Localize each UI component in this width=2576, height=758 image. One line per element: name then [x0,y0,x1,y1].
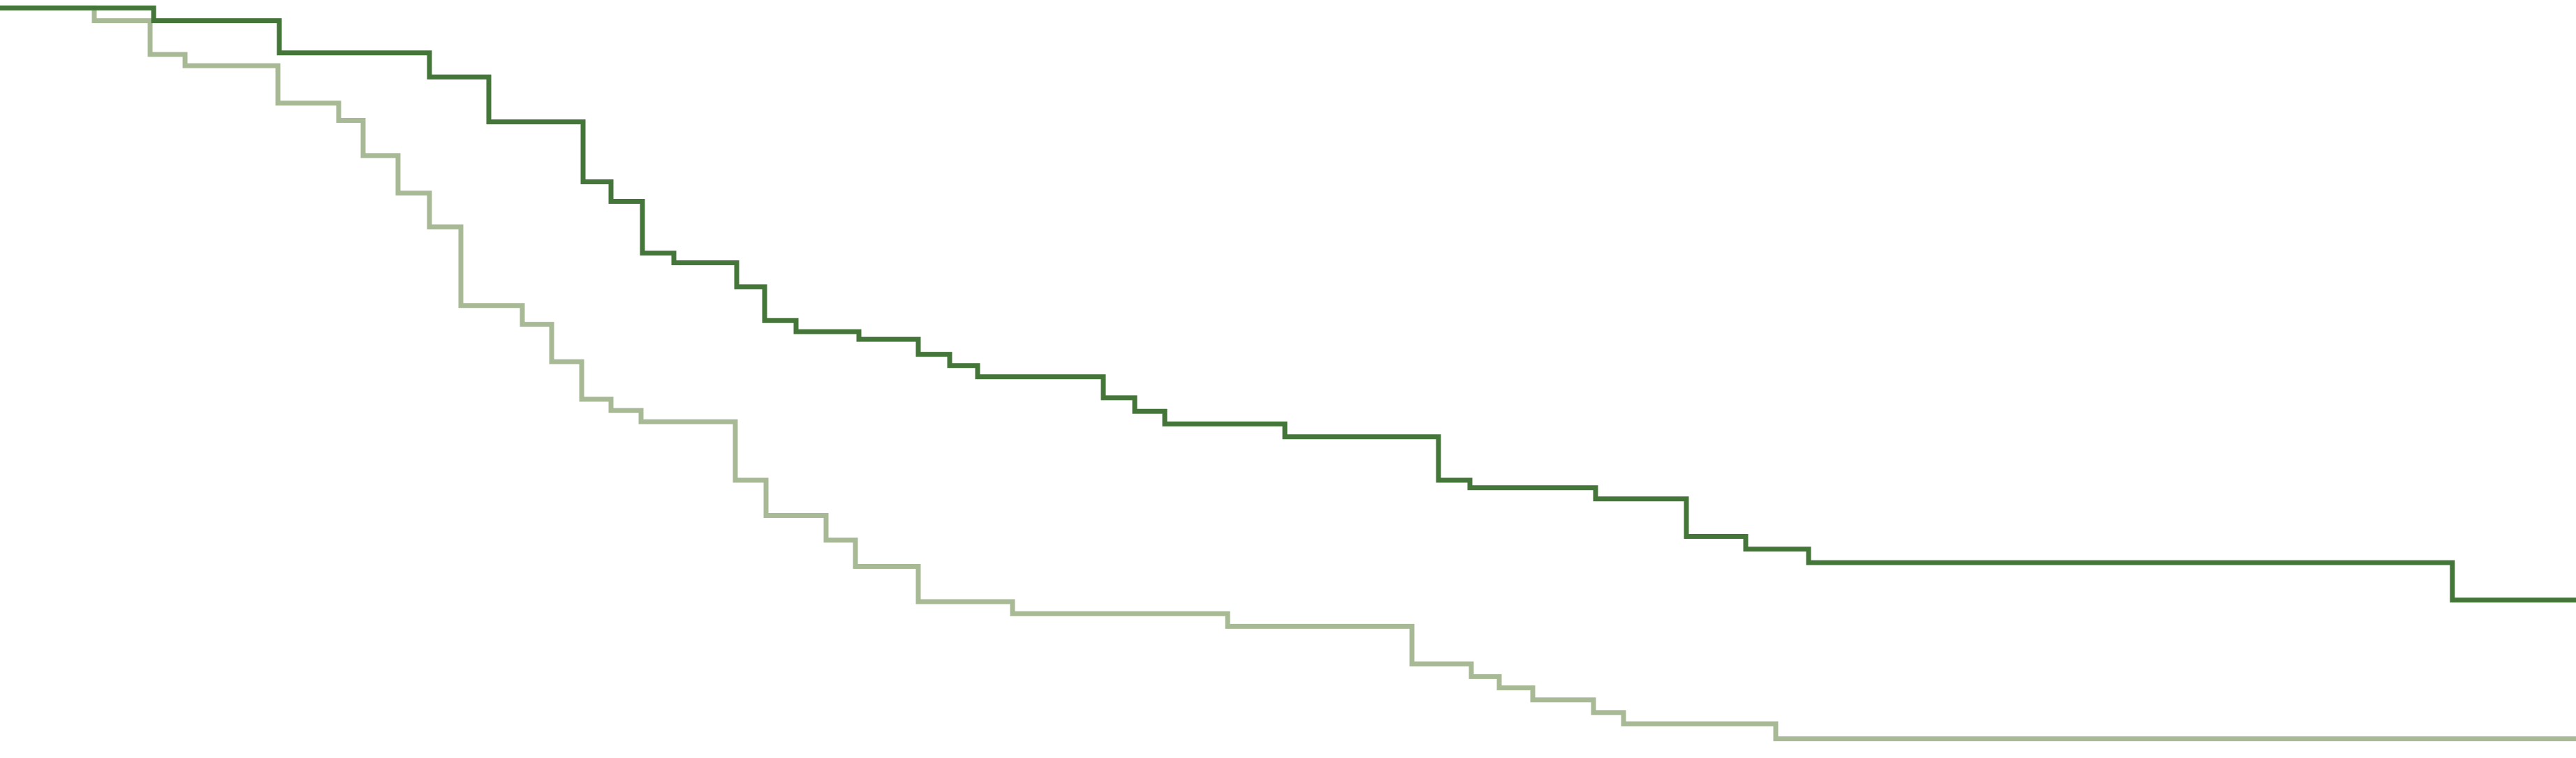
step-line-series-1 [0,5,2576,603]
series-layer [0,5,2576,741]
step-line-series-2 [0,5,2576,741]
